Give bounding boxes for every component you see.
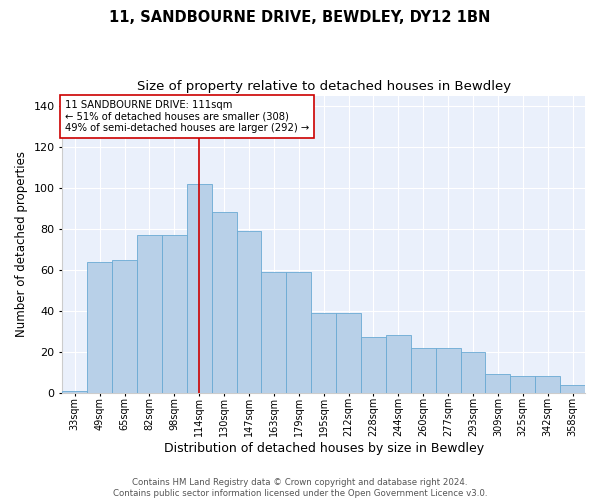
- Bar: [511, 376, 535, 393]
- Bar: [535, 376, 560, 393]
- Bar: [311, 313, 336, 393]
- Bar: [386, 336, 411, 393]
- Bar: [112, 260, 137, 393]
- Bar: [87, 262, 112, 393]
- Bar: [162, 235, 187, 393]
- Bar: [62, 390, 87, 393]
- Bar: [212, 212, 236, 393]
- Text: Contains HM Land Registry data © Crown copyright and database right 2024.
Contai: Contains HM Land Registry data © Crown c…: [113, 478, 487, 498]
- Bar: [560, 384, 585, 393]
- Bar: [336, 313, 361, 393]
- Bar: [137, 235, 162, 393]
- Bar: [187, 184, 212, 393]
- Text: 11, SANDBOURNE DRIVE, BEWDLEY, DY12 1BN: 11, SANDBOURNE DRIVE, BEWDLEY, DY12 1BN: [109, 10, 491, 25]
- Bar: [411, 348, 436, 393]
- Text: 11 SANDBOURNE DRIVE: 111sqm
← 51% of detached houses are smaller (308)
49% of se: 11 SANDBOURNE DRIVE: 111sqm ← 51% of det…: [65, 100, 309, 133]
- X-axis label: Distribution of detached houses by size in Bewdley: Distribution of detached houses by size …: [164, 442, 484, 455]
- Bar: [262, 272, 286, 393]
- Bar: [436, 348, 461, 393]
- Bar: [485, 374, 511, 393]
- Title: Size of property relative to detached houses in Bewdley: Size of property relative to detached ho…: [137, 80, 511, 93]
- Y-axis label: Number of detached properties: Number of detached properties: [15, 151, 28, 337]
- Bar: [286, 272, 311, 393]
- Bar: [461, 352, 485, 393]
- Bar: [361, 338, 386, 393]
- Bar: [236, 231, 262, 393]
